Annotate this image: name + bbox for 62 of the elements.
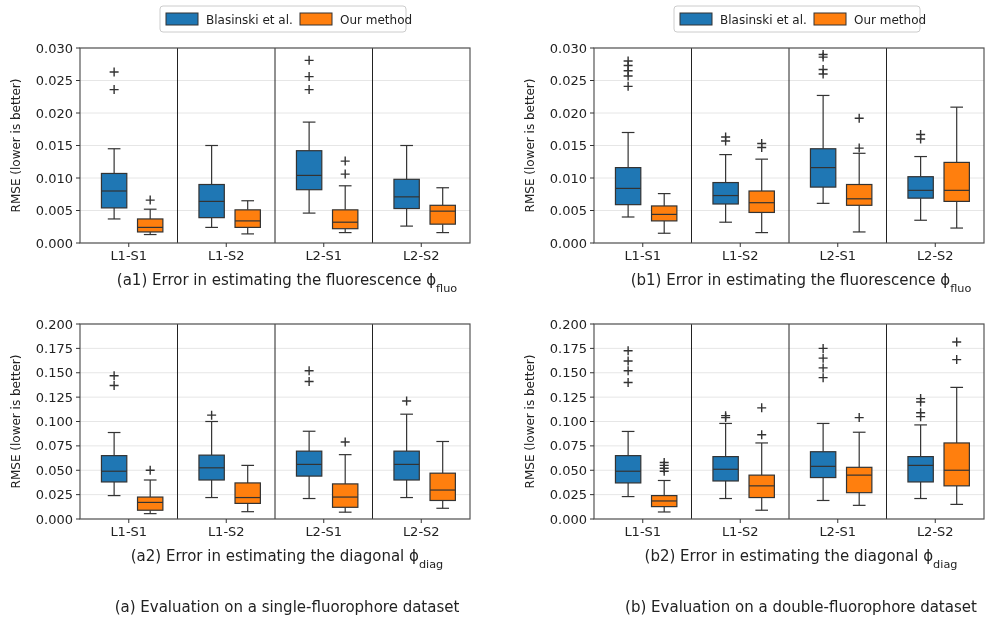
x-axis-title: (a1) Error in estimating the fluorescence ϕ$_{fluo}$: [116, 271, 458, 295]
x-tick-label: L2-S1: [305, 248, 343, 263]
text: (b) Evaluation on a double-fluorophore dataset: [625, 598, 977, 616]
y-tick-label: 0.010: [549, 170, 587, 186]
legend-label: Blasinski et al.: [720, 12, 807, 27]
y-tick-label: 0.005: [35, 203, 73, 219]
y-axis-title: RMSE (lower is better): [523, 354, 537, 489]
legend-label: Our method: [340, 12, 413, 27]
x-tick-label: L1-S2: [207, 524, 245, 539]
legend-label: Our method: [854, 12, 927, 27]
y-tick-label: 0.025: [549, 487, 587, 503]
x-tick-label: L1-S1: [624, 524, 662, 539]
y-tick-label: 0.125: [35, 389, 73, 405]
y-tick-label: 0.100: [35, 414, 73, 430]
y-tick-label: 0.000: [549, 511, 587, 527]
y-tick-label: 0.015: [549, 138, 587, 154]
x-tick-label: L2-S2: [916, 248, 954, 263]
y-tick-label: 0.010: [35, 170, 73, 186]
y-tick-label: 0.175: [549, 340, 587, 356]
x-tick-label: L2-S1: [305, 524, 343, 539]
y-tick-label: 0.025: [35, 73, 73, 89]
y-tick-label: 0.050: [35, 462, 73, 478]
y-tick-label: 0.050: [549, 462, 587, 478]
x-tick-label: L2-S2: [916, 524, 954, 539]
y-tick-label: 0.000: [549, 235, 587, 251]
x-axis-title: (b1) Error in estimating the fluorescence ϕ$_{fluo}$: [630, 271, 972, 295]
y-tick-label: 0.005: [549, 203, 587, 219]
y-axis-title: RMSE (lower is better): [9, 354, 23, 489]
y-tick-label: 0.100: [549, 414, 587, 430]
y-tick-label: 0.030: [549, 40, 587, 56]
y-tick-label: 0.025: [549, 73, 587, 89]
y-tick-label: 0.020: [35, 105, 73, 121]
y-tick-label: 0.150: [35, 365, 73, 381]
y-tick-label: 0.020: [549, 105, 587, 121]
x-tick-label: L1-S2: [721, 524, 759, 539]
x-tick-label: L1-S1: [110, 248, 148, 263]
x-axis-title: (a2) Error in estimating the diagonal ϕ$_{diag}$: [130, 547, 444, 571]
y-tick-label: 0.075: [549, 438, 587, 454]
legend-label: Blasinski et al.: [206, 12, 293, 27]
y-tick-label: 0.200: [549, 316, 587, 332]
text: (a) Evaluation on a single-fluorophore dataset: [114, 598, 460, 616]
x-tick-label: L2-S1: [819, 524, 857, 539]
y-axis-title: RMSE (lower is better): [9, 78, 23, 213]
x-axis-title: (b2) Error in estimating the diagonal ϕ$_{diag}$: [644, 547, 958, 571]
y-tick-label: 0.200: [35, 316, 73, 332]
x-tick-label: L1-S2: [207, 248, 245, 263]
y-tick-label: 0.000: [35, 511, 73, 527]
y-tick-label: 0.075: [35, 438, 73, 454]
x-tick-label: L2-S2: [402, 524, 440, 539]
x-tick-label: L1-S2: [721, 248, 759, 263]
y-tick-label: 0.030: [35, 40, 73, 56]
x-tick-label: L1-S1: [624, 248, 662, 263]
y-tick-label: 0.015: [35, 138, 73, 154]
y-tick-label: 0.125: [549, 389, 587, 405]
y-axis-title: RMSE (lower is better): [523, 78, 537, 213]
y-tick-label: 0.000: [35, 235, 73, 251]
y-tick-label: 0.025: [35, 487, 73, 503]
y-tick-label: 0.175: [35, 340, 73, 356]
x-tick-label: L2-S2: [402, 248, 440, 263]
x-tick-label: L1-S1: [110, 524, 148, 539]
y-tick-label: 0.150: [549, 365, 587, 381]
x-tick-label: L2-S1: [819, 248, 857, 263]
